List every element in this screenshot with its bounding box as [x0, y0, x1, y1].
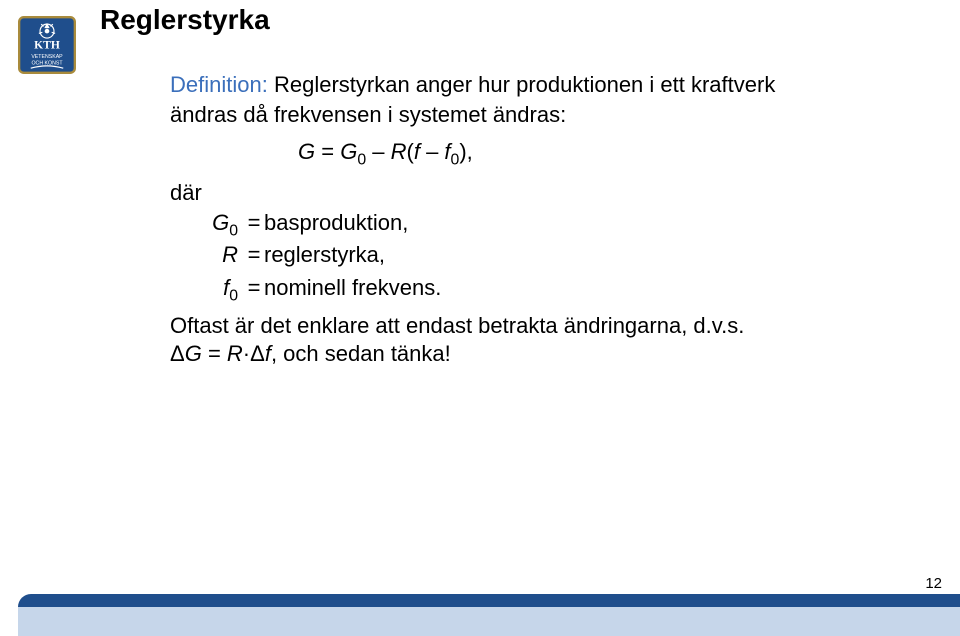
var-row: R = reglerstyrka, — [204, 242, 830, 272]
var-row: G0 = basproduktion, — [204, 210, 830, 240]
note-tail: , och sedan tänka! — [271, 341, 451, 366]
footer-band — [18, 594, 960, 636]
definition-paragraph: Definition: Reglerstyrkan anger hur prod… — [170, 70, 830, 129]
var-eq: = — [244, 210, 264, 236]
variable-list: G0 = basproduktion, R = reglerstyrka, f0… — [204, 210, 830, 305]
note-R: R — [227, 341, 243, 366]
footer-bar-bottom — [18, 607, 960, 636]
var-desc: reglerstyrka, — [264, 242, 385, 268]
formula-G0-sub: 0 — [357, 152, 366, 169]
note-paragraph: Oftast är det enklare att endast betrakt… — [170, 311, 830, 341]
where-label: där — [170, 180, 830, 206]
note-text: Oftast är det enklare att endast betrakt… — [170, 313, 744, 338]
formula-lpar: ( — [407, 139, 414, 164]
formula-R: R — [391, 139, 407, 164]
formula-G0: G — [340, 139, 357, 164]
note-equation: ΔG = R·Δf, och sedan tänka! — [170, 341, 830, 367]
var-row: f0 = nominell frekvens. — [204, 275, 830, 305]
logo-text-line2: VETENSKAP — [31, 54, 63, 60]
var-eq: = — [244, 275, 264, 301]
formula-minus: – — [366, 139, 390, 164]
slide-title: Reglerstyrka — [100, 4, 270, 36]
page-number: 12 — [925, 575, 942, 592]
logo-text-kth: KTH — [34, 38, 60, 51]
kth-logo: KTH VETENSKAP OCH KONST — [18, 16, 76, 74]
main-formula: G = G0 – R(f – f0), — [298, 139, 830, 169]
var-eq: = — [244, 242, 264, 268]
var-sym: R — [222, 242, 238, 267]
var-sym-sub: 0 — [229, 222, 238, 239]
slide-content: Definition: Reglerstyrkan anger hur prod… — [170, 70, 830, 367]
var-sym: G — [212, 210, 229, 235]
var-sym-sub: 0 — [229, 287, 238, 304]
formula-G: G — [298, 139, 315, 164]
note-dG-G: G — [185, 341, 202, 366]
formula-minus2: – — [420, 139, 444, 164]
note-eq-mid: = — [202, 341, 227, 366]
formula-rpar: ), — [459, 139, 472, 164]
var-desc: nominell frekvens. — [264, 275, 441, 301]
definition-lead: Definition: — [170, 72, 268, 97]
var-desc: basproduktion, — [264, 210, 408, 236]
formula-eq: = — [315, 139, 340, 164]
footer-bar-top — [18, 594, 960, 607]
